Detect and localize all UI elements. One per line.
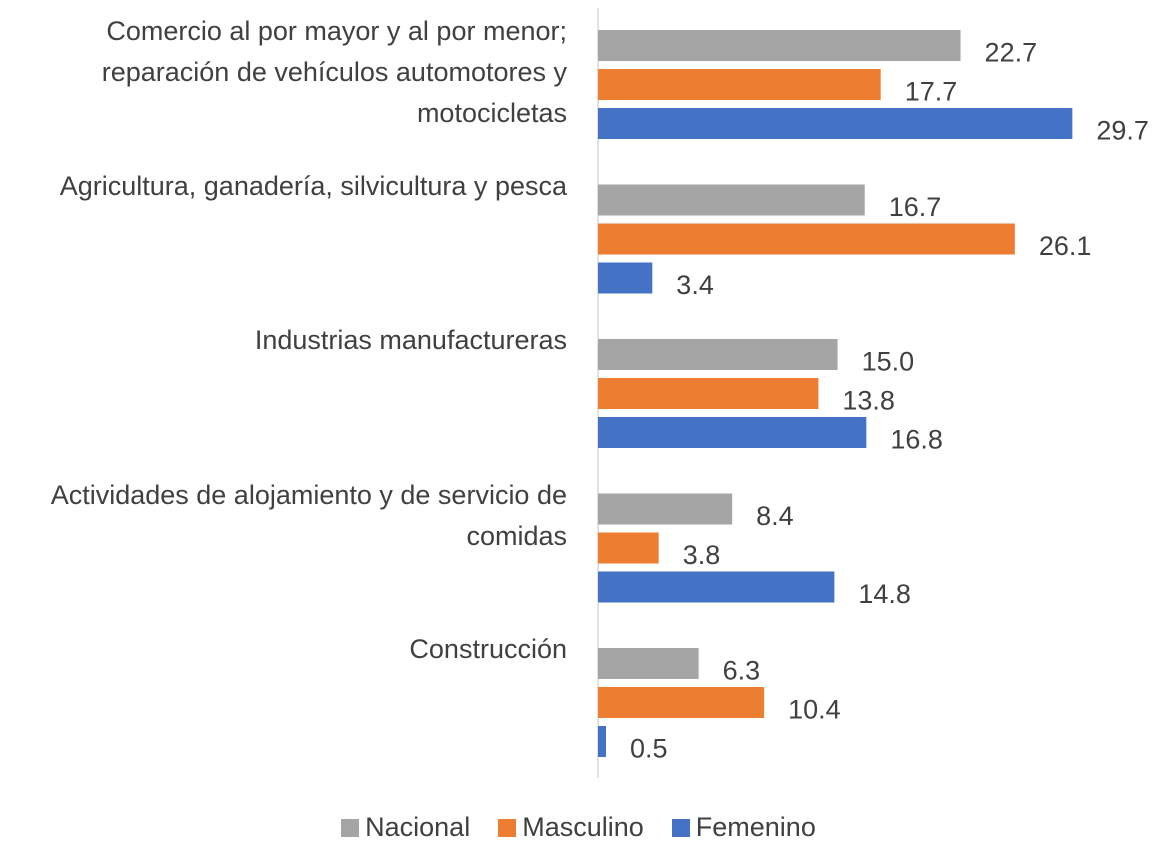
- data-label: 10.4: [788, 695, 841, 725]
- bar: [598, 687, 765, 718]
- data-label: 3.4: [676, 270, 714, 300]
- legend-label: Femenino: [695, 812, 816, 842]
- bar: [598, 223, 1015, 255]
- bar: [598, 30, 961, 61]
- legend-swatch: [341, 818, 360, 837]
- bar: [598, 262, 653, 294]
- legend-swatch: [498, 818, 517, 837]
- bar: [598, 378, 819, 409]
- legend-label: Nacional: [365, 812, 471, 842]
- category-label: Agricultura, ganadería, silvicultura y p…: [59, 170, 567, 201]
- bar: [598, 417, 867, 448]
- data-label: 22.7: [985, 38, 1038, 68]
- data-label: 14.8: [858, 579, 911, 609]
- data-label: 29.7: [1096, 116, 1149, 146]
- legend-item: Nacional: [341, 812, 470, 843]
- data-label: 6.3: [723, 656, 761, 686]
- legend-item: Femenino: [671, 812, 816, 843]
- data-label: 16.8: [890, 425, 943, 455]
- bar: [598, 184, 865, 216]
- bar: [598, 493, 733, 525]
- legend-swatch: [671, 818, 690, 837]
- bar: [598, 532, 659, 564]
- legend: Nacional Masculino Femenino: [0, 812, 1157, 843]
- data-label: 3.8: [683, 540, 721, 570]
- data-label: 15.0: [862, 347, 915, 377]
- data-label: 0.5: [630, 734, 668, 764]
- data-label: 13.8: [842, 386, 895, 416]
- bar: [598, 339, 838, 370]
- bar: [598, 726, 606, 757]
- data-label: 17.7: [905, 77, 958, 107]
- data-label: 8.4: [756, 501, 794, 531]
- bar: [598, 571, 835, 603]
- category-label: Construcción: [409, 634, 567, 664]
- category-label: Actividades de alojamiento y de servicio…: [50, 479, 567, 551]
- bar: [598, 108, 1073, 139]
- bar: [598, 69, 881, 100]
- bar: [598, 648, 699, 679]
- data-label: 26.1: [1039, 231, 1092, 261]
- category-label: Comercio al por mayor y al por menor; re…: [101, 16, 567, 128]
- legend-item: Masculino: [498, 812, 644, 843]
- category-label: Industrias manufactureras: [254, 325, 567, 355]
- data-label: 16.7: [889, 192, 942, 222]
- legend-label: Masculino: [522, 812, 644, 842]
